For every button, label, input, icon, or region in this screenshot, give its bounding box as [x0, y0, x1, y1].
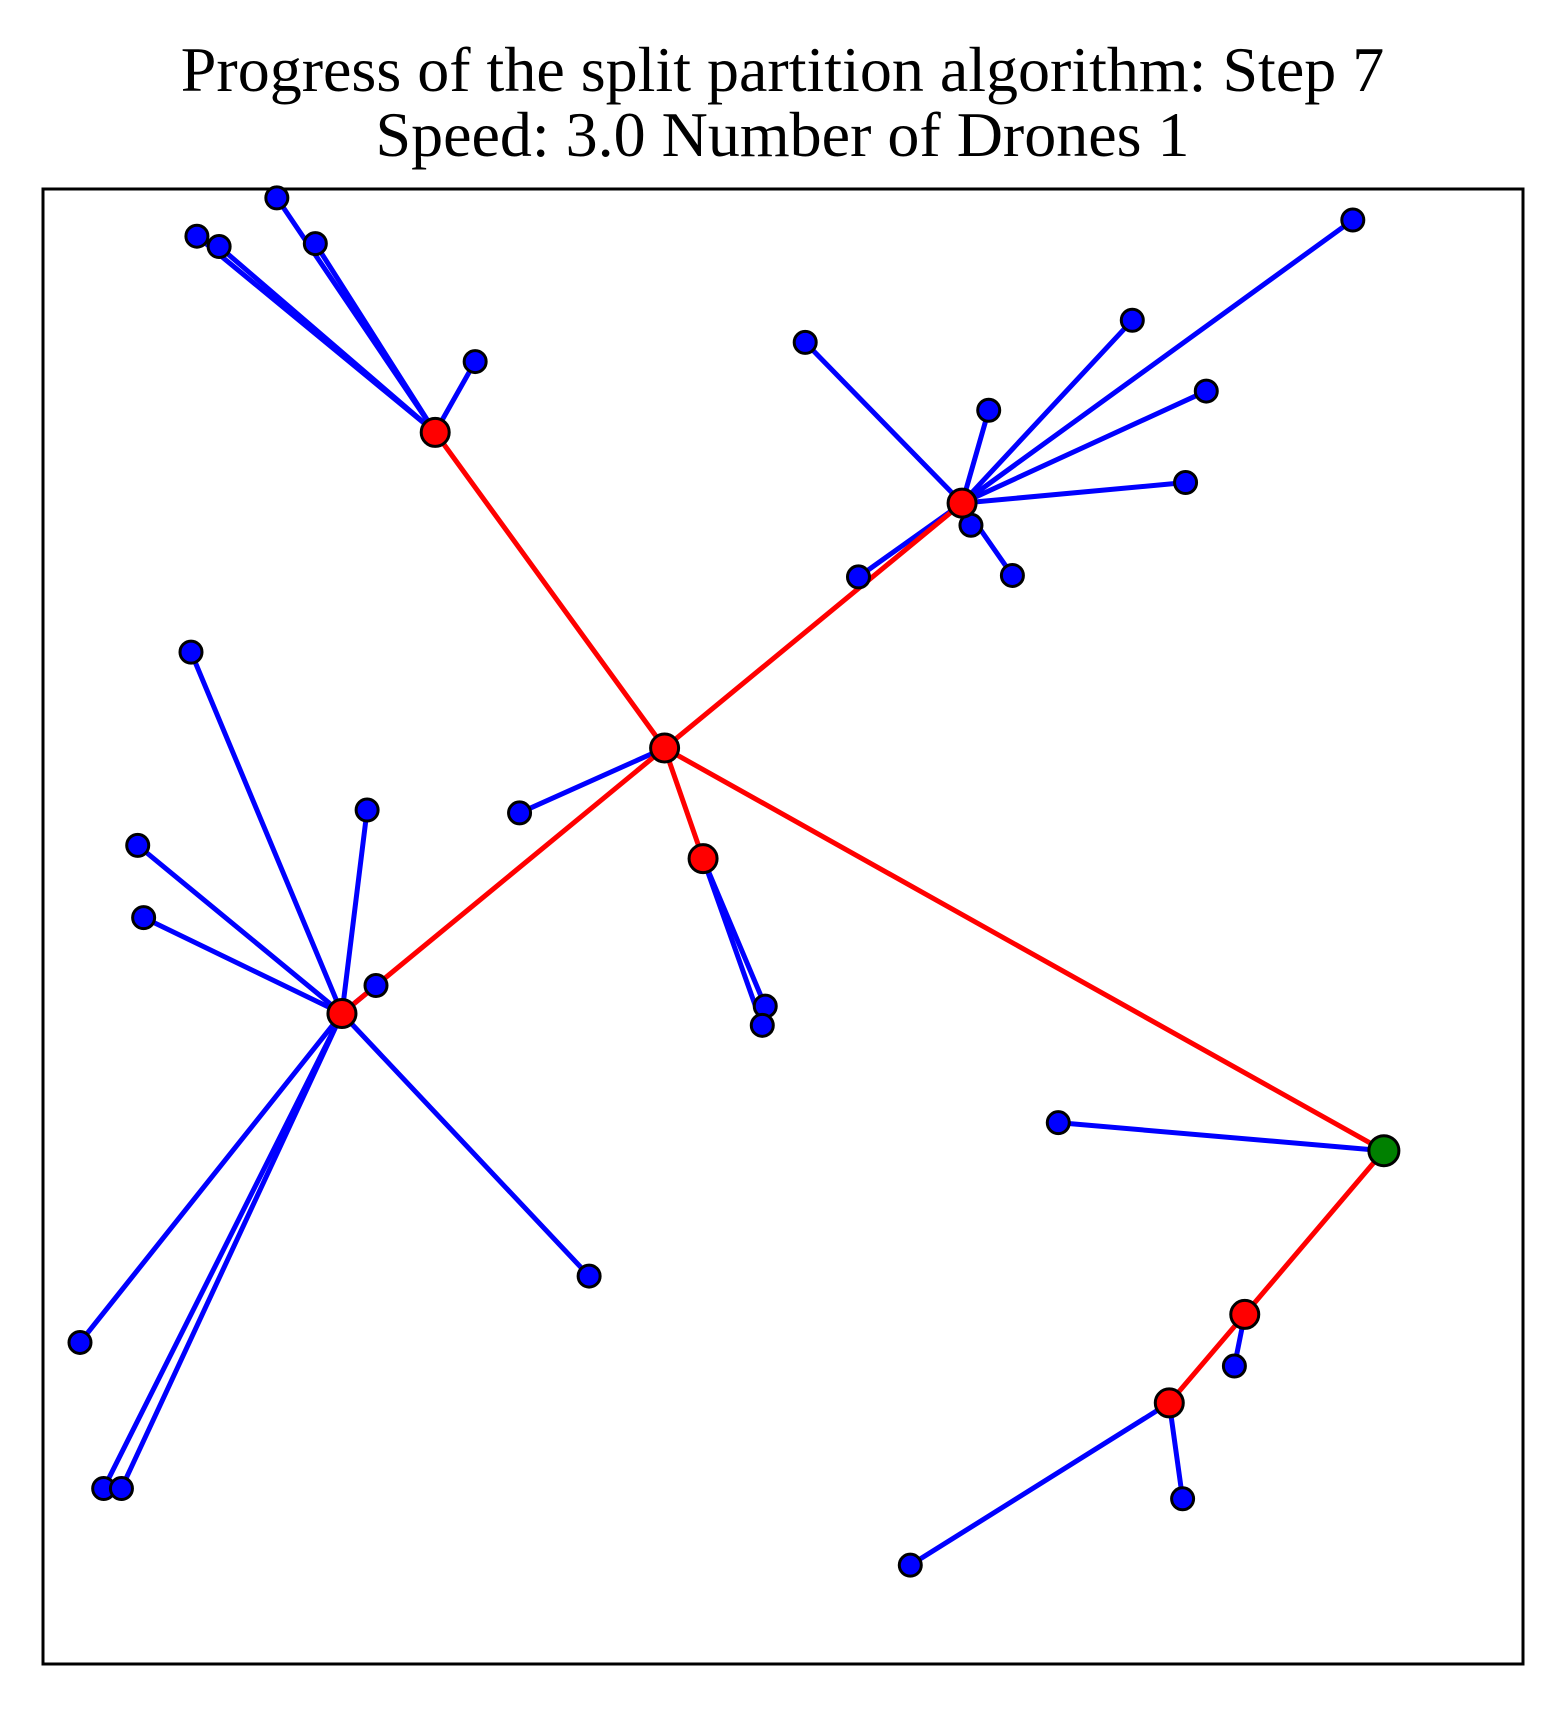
assignment-edge: [959, 317, 1135, 506]
depot-node-point: [1367, 1134, 1401, 1168]
assignment-edge: [135, 842, 345, 1017]
assignment-edge: [101, 1011, 345, 1491]
blue-node-point: [1170, 1486, 1196, 1512]
blue-node-point: [108, 1475, 134, 1501]
blue-node-point: [1340, 207, 1366, 233]
red-node-point: [1153, 1387, 1185, 1419]
assignment-edges: [77, 195, 1387, 1568]
blue-node-point: [845, 564, 871, 590]
blue-node-point: [125, 832, 151, 858]
chart-title: Progress of the split partition algorith…: [180, 34, 1385, 105]
blue-node-point: [1193, 378, 1219, 404]
red-node-point: [419, 416, 451, 448]
blue-node-point: [264, 185, 290, 211]
route-edge: [339, 745, 668, 1017]
assignment-edge: [517, 745, 668, 816]
assignment-edge: [118, 1011, 345, 1491]
blue-node-point: [976, 397, 1002, 423]
assignment-edge: [141, 915, 345, 1017]
assignment-edge: [339, 1011, 592, 1279]
blue-node-point: [999, 562, 1025, 588]
blue-node-point: [462, 349, 488, 375]
assignment-edge: [802, 339, 965, 506]
red-nodes: [326, 416, 1261, 1419]
blue-node-point: [178, 639, 204, 665]
assignment-edge: [312, 241, 438, 435]
blue-node-point: [507, 800, 533, 826]
blue-node-point: [792, 329, 818, 355]
assignment-edge: [959, 480, 1189, 506]
blue-node-point: [67, 1329, 93, 1355]
blue-node-point: [1045, 1110, 1071, 1136]
red-node-point: [1229, 1298, 1261, 1330]
route-edge: [1166, 1311, 1248, 1406]
blue-node-point: [1221, 1353, 1247, 1379]
red-node-point: [649, 732, 681, 764]
blue-node-point: [749, 1012, 775, 1038]
red-node-point: [687, 843, 719, 875]
assignment-edge: [959, 217, 1356, 506]
assignment-edge: [1166, 1400, 1186, 1502]
assignment-edge: [188, 649, 345, 1017]
blue-node-point: [1173, 470, 1199, 496]
blue-node-point: [302, 231, 328, 257]
plot-frame: [41, 187, 1525, 1666]
blue-node-point: [354, 797, 380, 823]
depot-node-layer: [1367, 1134, 1401, 1168]
route-edge: [662, 500, 965, 751]
blue-node-point: [897, 1552, 923, 1578]
assignment-edge: [1055, 1120, 1387, 1154]
assignment-edge: [959, 407, 992, 506]
blue-nodes: [67, 185, 1366, 1578]
route-edges: [339, 429, 1387, 1406]
route-edge: [662, 745, 706, 862]
blue-node-point: [131, 905, 157, 931]
assignment-edge: [959, 388, 1209, 506]
blue-node-point: [206, 234, 232, 260]
red-node-point: [326, 998, 358, 1030]
chart-subtitle: Speed: 3.0 Number of Drones 1: [375, 99, 1190, 170]
assignment-edge: [907, 1400, 1172, 1568]
blue-node-point: [363, 973, 389, 998]
route-edge: [432, 429, 668, 751]
assignment-edge: [77, 1011, 345, 1345]
route-edge: [1242, 1148, 1387, 1317]
assignment-edge: [700, 856, 765, 1028]
blue-node-point: [576, 1263, 602, 1289]
assignment-edge: [216, 244, 438, 435]
blue-node-point: [184, 223, 210, 249]
blue-node-point: [1119, 307, 1145, 333]
red-node-point: [946, 487, 978, 519]
assignment-edge: [339, 807, 370, 1017]
route-edge: [662, 745, 1387, 1154]
